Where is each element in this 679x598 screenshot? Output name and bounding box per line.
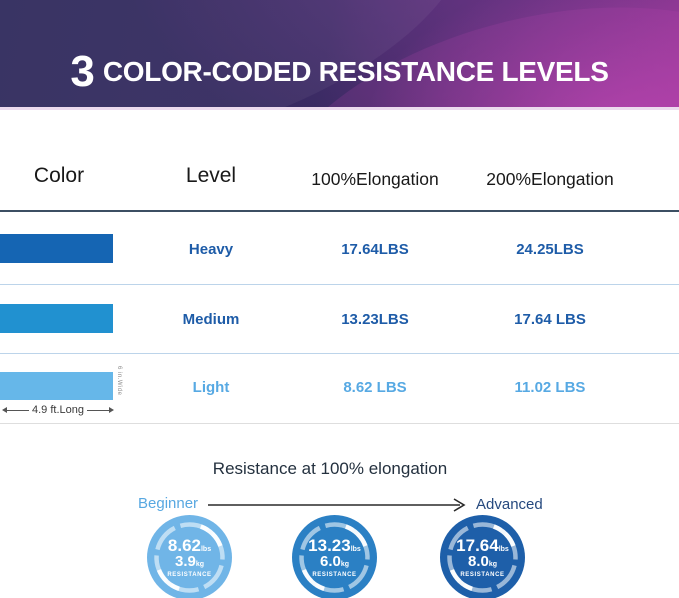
value-heavy-100: 17.64LBS	[341, 241, 409, 258]
dimension-line	[7, 409, 29, 411]
resistance-badge-medium: 13.23lbs 6.0kg RESISTANCE	[292, 515, 377, 598]
column-header-100-elongation: 100%Elongation	[311, 169, 439, 189]
band-length-dimension: 4.9 ft.Long	[2, 402, 114, 418]
band-width-label: 6 in.Wide	[116, 366, 122, 396]
badge-kg-value: 6.0	[319, 553, 341, 571]
badge-text: 17.64lbs 8.0kg RESISTANCE	[440, 515, 525, 598]
dimension-line	[87, 409, 109, 411]
badge-ring-icon	[292, 515, 377, 598]
row-separator	[0, 284, 679, 285]
value-light-200: 11.02 LBS	[514, 379, 586, 396]
badge-text: 13.23lbs 6.0kg RESISTANCE	[292, 515, 377, 598]
color-swatch-light	[0, 372, 113, 400]
badge-lbs-unit: lbs	[200, 545, 212, 553]
badge-lbs-value: 8.62	[167, 535, 201, 555]
table-header-rule	[0, 210, 679, 212]
section-separator	[0, 423, 679, 424]
badge-resistance-label: RESISTANCE	[167, 572, 212, 579]
value-medium-200: 17.64 LBS	[514, 311, 586, 328]
badge-lbs-value: 17.64	[456, 535, 499, 555]
badge-lbs-unit: lbs	[498, 545, 509, 553]
level-label-light: Light	[192, 379, 230, 396]
color-swatch-heavy	[0, 234, 113, 263]
badge-lbs-unit: lbs	[350, 545, 361, 553]
badge-kg-value: 3.9	[174, 553, 196, 571]
badge-kg-unit: kg	[195, 561, 205, 569]
page-title: 3 COLOR-CODED RESISTANCE LEVELS	[0, 44, 679, 100]
badge-kg-value: 8.0	[467, 553, 489, 571]
title-text: COLOR-CODED RESISTANCE LEVELS	[102, 56, 609, 87]
badge-kg-unit: kg	[488, 561, 498, 569]
resistance-badge-heavy: 17.64lbs 8.0kg RESISTANCE	[440, 515, 525, 598]
value-light-100: 8.62 LBS	[343, 379, 407, 396]
badge-ring-icon	[147, 515, 232, 598]
dimension-arrow-left-icon	[2, 407, 7, 413]
badge-text: 8.62lbs 3.9kg RESISTANCE	[147, 515, 232, 598]
badge-resistance-label: RESISTANCE	[460, 572, 505, 579]
resistance-badge-light: 8.62lbs 3.9kg RESISTANCE	[147, 515, 232, 598]
badge-lbs-value: 13.23	[308, 535, 351, 555]
column-header-200-elongation: 200%Elongation	[486, 169, 614, 189]
advanced-label: Advanced	[476, 496, 543, 513]
header-banner: 3 COLOR-CODED RESISTANCE LEVELS	[0, 0, 679, 110]
beginner-label: Beginner	[138, 495, 199, 512]
value-medium-100: 13.23LBS	[341, 311, 409, 328]
column-header-level: Level	[185, 164, 237, 187]
dimension-arrow-right-icon	[109, 407, 114, 413]
column-header-color: Color	[33, 164, 85, 187]
badge-resistance-label: RESISTANCE	[312, 572, 357, 579]
badge-kg-unit: kg	[340, 561, 350, 569]
title-count: 3	[70, 47, 95, 96]
band-length-label: 4.9 ft.Long	[32, 404, 84, 416]
level-label-medium: Medium	[182, 311, 240, 328]
color-swatch-medium	[0, 304, 113, 333]
badge-ring-icon	[440, 515, 525, 598]
bottom-section-title: Resistance at 100% elongation	[212, 459, 448, 478]
value-heavy-200: 24.25LBS	[516, 241, 584, 258]
beginner-to-advanced-arrow-icon	[208, 498, 466, 512]
row-separator	[0, 353, 679, 354]
level-label-heavy: Heavy	[188, 241, 234, 258]
